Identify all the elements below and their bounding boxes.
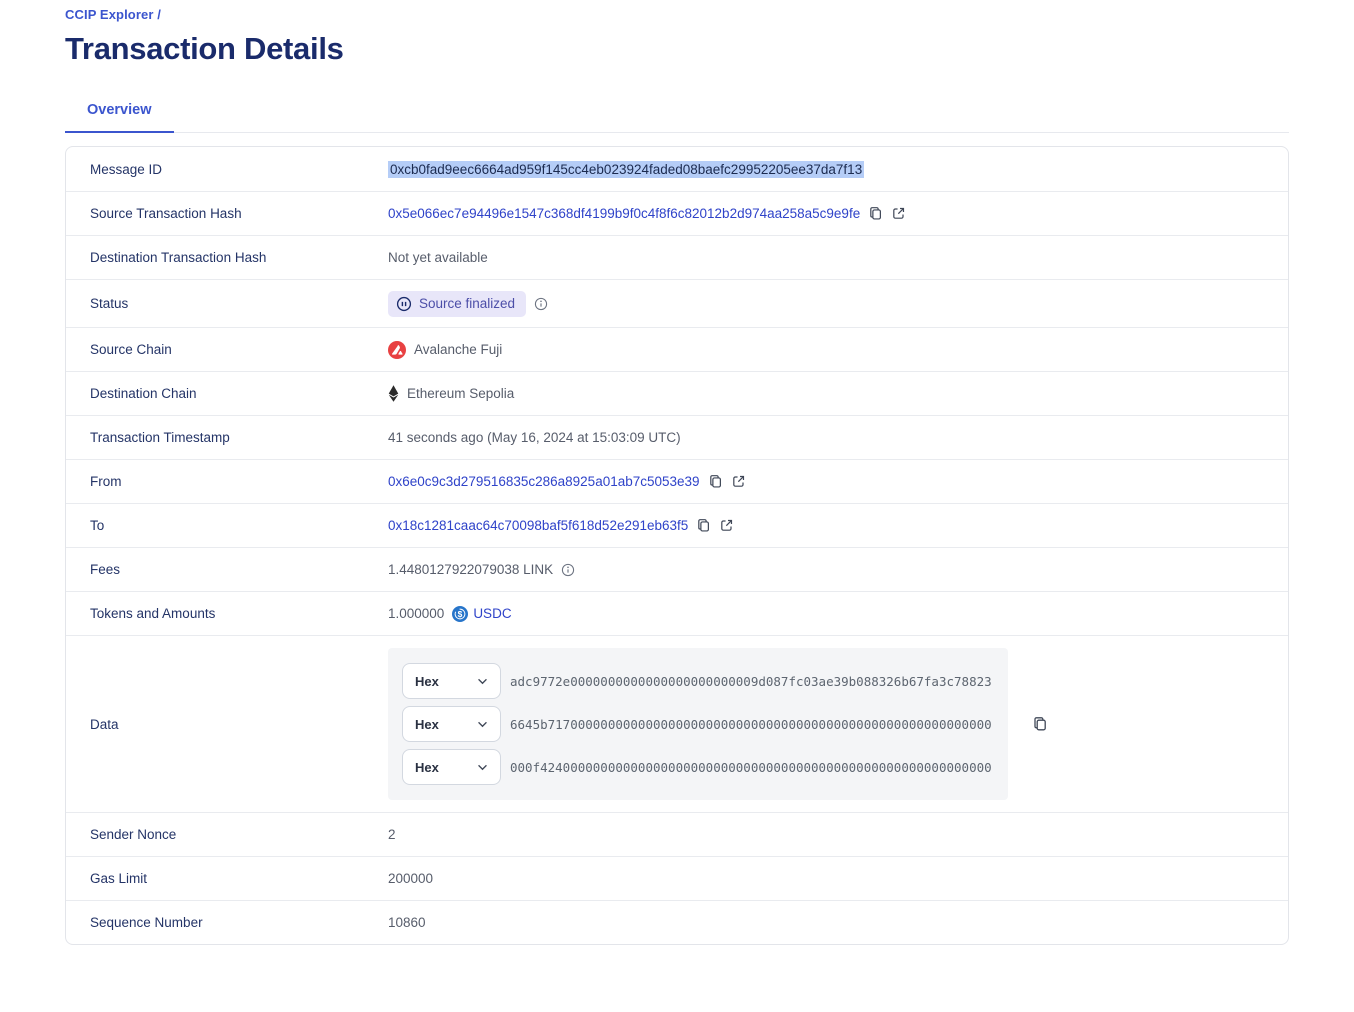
copy-icon[interactable] [868, 206, 883, 221]
external-link-icon[interactable] [719, 518, 734, 533]
row-label: Message ID [90, 161, 163, 177]
sequence-number-value: 10860 [388, 915, 426, 930]
timestamp-value: 41 seconds ago (May 16, 2024 at 15:03:09… [388, 430, 681, 445]
table-row-to: To 0x18c1281caac64c70098baf5f618d52e291e… [66, 503, 1288, 547]
source-tx-hash-link[interactable]: 0x5e066ec7e94496e1547c368df4199b9f0c4f8f… [388, 206, 861, 221]
row-label: Source Chain [90, 342, 172, 357]
external-link-icon[interactable] [731, 474, 746, 489]
data-line: Hex 000f42400000000000000000000000000000… [402, 749, 994, 785]
row-label: From [90, 474, 122, 489]
table-row-tokens: Tokens and Amounts 1.000000 $ USDC [66, 591, 1288, 635]
data-hex-line: 000f424000000000000000000000000000000000… [510, 759, 992, 775]
data-hex-box: Hex adc9772e0000000000000000000000009d08… [388, 648, 1008, 800]
page-title: Transaction Details [65, 31, 344, 66]
chevron-down-icon [477, 721, 488, 728]
table-row-data: Data Hex adc9772e00000000000000000000000… [66, 635, 1288, 812]
dest-tx-hash-value: Not yet available [388, 250, 488, 265]
row-label: Data [90, 716, 119, 732]
status-progress-icon [396, 296, 412, 312]
table-row-sequence-number: Sequence Number 10860 [66, 900, 1288, 944]
external-link-icon[interactable] [891, 206, 906, 221]
message-id-value: 0xcb0fad9eec6664ad959f145cc4eb023924fade… [388, 160, 865, 178]
data-hex-line: 6645b71700000000000000000000000000000000… [510, 716, 992, 732]
hex-encoding-select[interactable]: Hex [402, 706, 501, 742]
status-badge: Source finalized [388, 290, 527, 317]
hex-encoding-select[interactable]: Hex [402, 663, 501, 699]
usdc-icon: $ [452, 605, 469, 622]
fees-value: 1.4480127922079038 LINK [388, 562, 554, 577]
table-row-source-chain: Source Chain Avalanche Fuji [66, 327, 1288, 371]
data-line: Hex 6645b7170000000000000000000000000000… [402, 706, 994, 742]
row-label: Sender Nonce [90, 827, 177, 842]
data-line: Hex adc9772e0000000000000000000000009d08… [402, 663, 994, 699]
status-badge-label: Source finalized [419, 296, 516, 311]
breadcrumb-link-ccip-explorer[interactable]: CCIP Explorer [65, 7, 154, 22]
from-address-link[interactable]: 0x6e0c9c3d279516835c286a8925a01ab7c5053e… [388, 474, 700, 489]
token-amount: 1.000000 [388, 606, 445, 621]
avalanche-icon [388, 340, 406, 359]
status-info-icon[interactable] [534, 297, 548, 311]
table-row-sender-nonce: Sender Nonce 2 [66, 812, 1288, 856]
source-chain-name: Avalanche Fuji [414, 342, 503, 357]
row-label: Gas Limit [90, 871, 148, 886]
data-hex-line: adc9772e0000000000000000000000009d087fc0… [510, 673, 992, 689]
row-label: Sequence Number [90, 915, 203, 930]
breadcrumb-separator: / [157, 7, 161, 22]
table-row-dest-chain: Destination Chain Ethereum Sepolia [66, 371, 1288, 415]
row-label: Tokens and Amounts [90, 606, 216, 621]
row-label: Fees [90, 562, 121, 577]
to-address-link[interactable]: 0x18c1281caac64c70098baf5f618d52e291eb63… [388, 518, 689, 533]
table-row-message-id: Message ID 0xcb0fad9eec6664ad959f145cc4e… [66, 147, 1288, 191]
row-label: Destination Chain [90, 386, 197, 401]
chevron-down-icon [477, 678, 488, 685]
copy-icon[interactable] [696, 518, 711, 533]
row-label: To [90, 518, 105, 533]
row-label: Status [90, 296, 129, 311]
breadcrumb: CCIP Explorer / [65, 7, 1289, 22]
usdc-token-link[interactable]: USDC [473, 606, 512, 621]
hex-select-value: Hex [415, 759, 439, 775]
copy-icon[interactable] [1032, 716, 1048, 732]
table-row-timestamp: Transaction Timestamp 41 seconds ago (Ma… [66, 415, 1288, 459]
sender-nonce-value: 2 [388, 827, 396, 842]
hex-select-value: Hex [415, 716, 439, 732]
table-row-fees: Fees 1.4480127922079038 LINK [66, 547, 1288, 591]
gas-limit-value: 200000 [388, 871, 434, 886]
ethereum-icon [388, 385, 399, 402]
row-label: Source Transaction Hash [90, 206, 242, 221]
hex-select-value: Hex [415, 673, 439, 689]
chevron-down-icon [477, 764, 488, 771]
transaction-details-card: Message ID 0xcb0fad9eec6664ad959f145cc4e… [65, 146, 1289, 945]
fees-info-icon[interactable] [561, 563, 575, 577]
table-row-gas-limit: Gas Limit 200000 [66, 856, 1288, 900]
dest-chain-name: Ethereum Sepolia [407, 386, 515, 401]
table-row-status: Status Source finalized [66, 279, 1288, 327]
row-label: Destination Transaction Hash [90, 250, 267, 265]
tab-bar: Overview [65, 102, 1289, 133]
svg-text:$: $ [458, 608, 463, 618]
tab-overview[interactable]: Overview [65, 102, 174, 133]
transaction-details-page: CCIP Explorer / Transaction Details Over… [65, 7, 1289, 945]
copy-icon[interactable] [708, 474, 723, 489]
table-row-from: From 0x6e0c9c3d279516835c286a8925a01ab7c… [66, 459, 1288, 503]
hex-encoding-select[interactable]: Hex [402, 749, 501, 785]
table-row-source-tx-hash: Source Transaction Hash 0x5e066ec7e94496… [66, 191, 1288, 235]
table-row-dest-tx-hash: Destination Transaction Hash Not yet ava… [66, 235, 1288, 279]
row-label: Transaction Timestamp [90, 430, 230, 445]
